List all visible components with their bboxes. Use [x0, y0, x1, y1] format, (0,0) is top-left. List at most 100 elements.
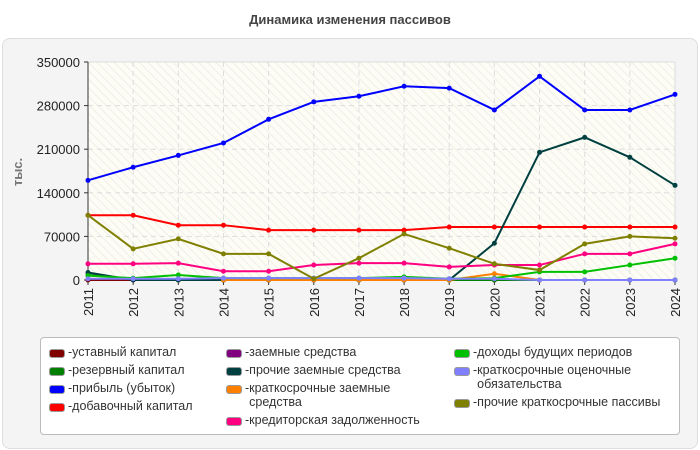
x-tick-label: 2017: [352, 288, 367, 317]
data-point: [85, 276, 91, 282]
legend-label: доходы будущих периодов: [477, 345, 633, 359]
data-point: [627, 277, 633, 283]
legend-dash: -: [68, 363, 73, 377]
data-point: [582, 107, 588, 113]
legend-item: - уставный капитал: [49, 345, 264, 359]
x-tick-label: 2015: [262, 288, 277, 317]
data-point: [266, 275, 272, 281]
data-point: [356, 255, 362, 261]
data-point: [446, 85, 452, 91]
series-line-6: [223, 272, 540, 281]
legend-item: - краткосрочные заемные средства: [226, 381, 441, 409]
data-point: [537, 224, 543, 230]
data-point: [85, 261, 91, 267]
legend-item: - краткосрочные оценочные обязательства: [454, 363, 669, 391]
data-point: [672, 277, 678, 283]
data-point: [446, 224, 452, 230]
series-line-7: [88, 242, 676, 273]
data-point: [175, 236, 181, 242]
data-point: [627, 224, 633, 230]
data-point: [582, 277, 588, 283]
data-point: [627, 251, 633, 257]
data-point: [401, 231, 407, 237]
data-point: [175, 276, 181, 282]
legend-swatch: [454, 399, 470, 408]
data-point: [175, 260, 181, 266]
data-point: [491, 224, 497, 230]
legend-label: кредиторская задолженность: [249, 413, 420, 427]
x-tick-label: 2011: [81, 288, 96, 316]
data-point: [85, 212, 91, 218]
x-tick-label: 2016: [307, 288, 322, 317]
data-point: [627, 233, 633, 239]
data-point: [582, 224, 588, 230]
data-point: [356, 260, 362, 266]
data-point: [220, 251, 226, 257]
legend-swatch: [454, 367, 470, 376]
data-point: [491, 276, 497, 282]
legend-dash: -: [68, 381, 73, 395]
data-point: [491, 240, 497, 246]
legend-swatch: [49, 367, 65, 376]
x-tick-label: 2021: [533, 288, 548, 317]
data-point: [130, 212, 136, 218]
data-point: [446, 264, 452, 270]
legend-dash: -: [245, 381, 250, 395]
data-point: [537, 262, 543, 268]
data-point: [220, 275, 226, 281]
y-tick-label: 140000: [37, 186, 80, 201]
y-tick-label: 70000: [44, 229, 80, 244]
x-tick-label: 2013: [171, 288, 186, 317]
data-point: [672, 91, 678, 97]
legend-label: заемные средства: [249, 345, 357, 359]
legend-dash: -: [245, 345, 250, 359]
series-line-9: [88, 277, 675, 281]
data-point: [582, 251, 588, 257]
data-point: [356, 275, 362, 281]
data-point: [627, 154, 633, 160]
legend-label: добавочный капитал: [72, 399, 193, 413]
legend-dash: -: [245, 363, 250, 377]
data-point: [627, 262, 633, 268]
legend-item: - кредиторская задолженность: [226, 413, 441, 427]
data-point: [537, 277, 543, 283]
x-tick-label: 2014: [216, 288, 231, 317]
legend-swatch: [49, 403, 65, 412]
legend-label: краткосрочные заемные средства: [249, 381, 391, 409]
y-tick-label: 210000: [37, 142, 80, 157]
data-point: [266, 251, 272, 257]
data-point: [672, 235, 678, 241]
data-point: [627, 107, 633, 113]
legend-swatch: [454, 349, 470, 358]
data-point: [266, 227, 272, 233]
legend-item: - прочие заемные средства: [226, 363, 441, 377]
data-point: [537, 267, 543, 273]
legend-item: - резервный капитал: [49, 363, 264, 377]
data-point: [266, 116, 272, 122]
x-tick-label: 2012: [126, 288, 141, 317]
y-axis-label: тыс.: [10, 158, 25, 186]
legend-label: прочие заемные средства: [249, 363, 401, 377]
legend-column: - заемные средства - прочие заемные средс…: [226, 345, 441, 431]
x-tick-label: 2024: [668, 288, 683, 317]
legend-item: - доходы будущих периодов: [454, 345, 669, 359]
data-point: [537, 73, 543, 79]
data-point: [491, 261, 497, 267]
data-point: [582, 269, 588, 275]
data-point: [130, 276, 136, 282]
series-line-10: [87, 214, 676, 280]
data-point: [582, 241, 588, 247]
data-point: [220, 222, 226, 228]
data-point: [446, 276, 452, 282]
chart-title: Динамика изменения пассивов: [249, 12, 451, 27]
legend-item: - заемные средства: [226, 345, 441, 359]
y-tick-label: 280000: [37, 99, 80, 114]
data-point: [85, 177, 91, 183]
legend-swatch: [49, 385, 65, 394]
x-tick-label: 2019: [442, 288, 457, 317]
data-point: [401, 227, 407, 233]
data-point: [537, 149, 543, 155]
legend-item: - прибыль (убыток): [49, 381, 264, 395]
data-point: [311, 262, 317, 268]
y-tick-label: 0: [73, 273, 80, 288]
